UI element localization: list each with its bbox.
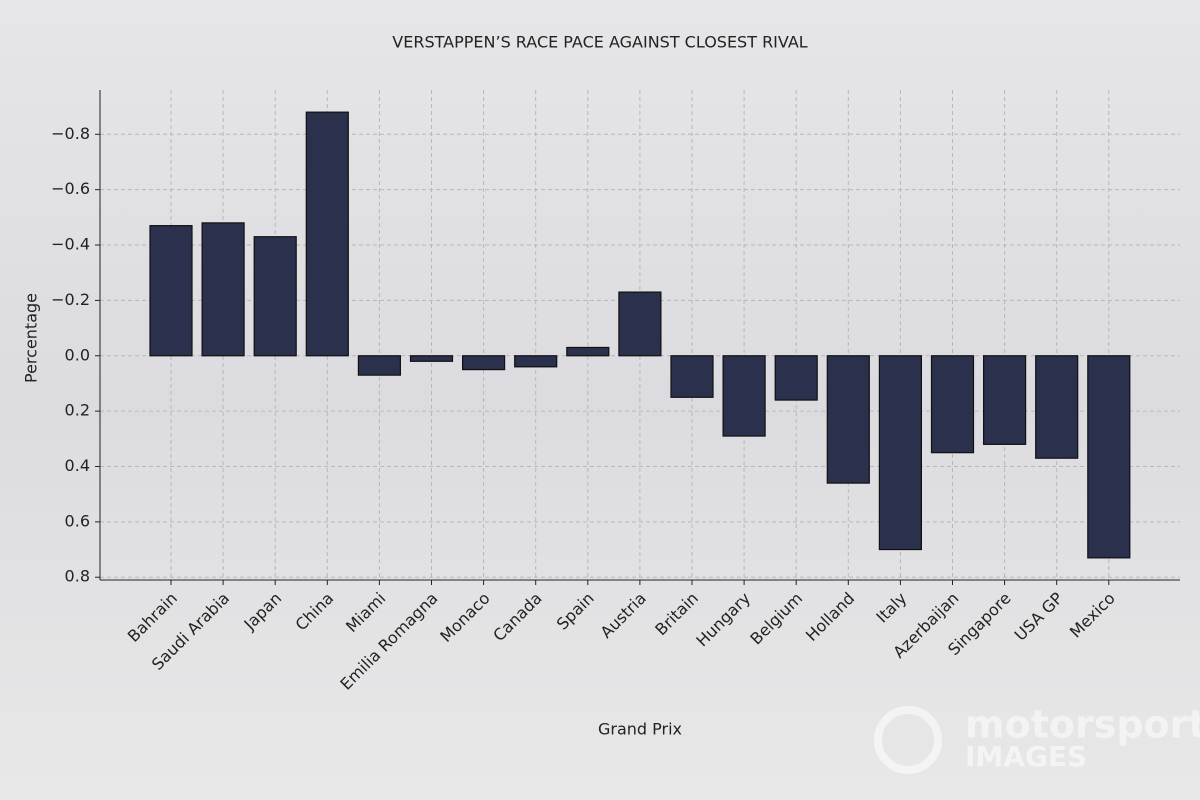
x-axis-label: Grand Prix	[598, 720, 682, 739]
bar	[305, 111, 349, 357]
y-tick-label: −0.2	[51, 290, 90, 309]
y-tick-label: 0.0	[65, 345, 90, 364]
y-tick-label: 0.8	[65, 567, 90, 586]
bar	[253, 236, 297, 357]
bar	[514, 355, 558, 368]
y-tick-label: −0.4	[51, 235, 90, 254]
bar	[618, 291, 662, 357]
y-tick-label: 0.2	[65, 401, 90, 420]
bar	[878, 355, 923, 551]
bar	[462, 355, 506, 371]
bar	[774, 355, 818, 401]
y-tick-label: 0.4	[65, 456, 90, 475]
bar	[670, 355, 714, 398]
watermark-text: motorsport	[965, 703, 1200, 747]
y-tick-label: 0.6	[65, 511, 90, 530]
watermark-text: IMAGES	[965, 740, 1087, 773]
bar	[566, 346, 610, 357]
bar	[722, 355, 766, 437]
y-axis-label: Percentage	[22, 293, 41, 383]
bar	[149, 225, 193, 357]
y-tick-label: −0.8	[51, 124, 90, 143]
bar	[982, 355, 1027, 445]
watermark: motorsport IMAGES	[874, 703, 1200, 774]
bar	[1087, 355, 1131, 559]
chart-title: VERSTAPPEN’S RACE PACE AGAINST CLOSEST R…	[392, 33, 807, 52]
bar	[826, 355, 870, 484]
y-tick-label: −0.6	[51, 179, 90, 198]
bar	[409, 355, 454, 362]
bar	[201, 222, 245, 357]
bar	[930, 355, 975, 454]
bar	[357, 355, 401, 376]
watermark-logo	[874, 706, 942, 774]
bar	[1035, 355, 1079, 459]
